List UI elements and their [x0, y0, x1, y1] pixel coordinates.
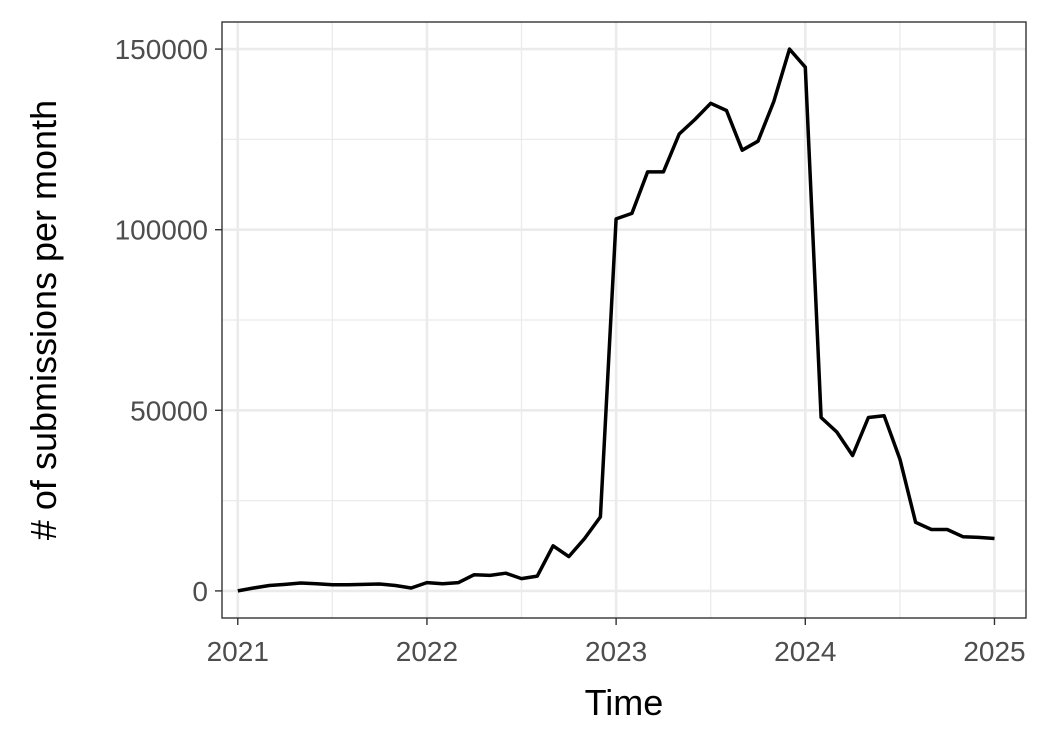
x-tick-label: 2024	[774, 636, 836, 667]
x-axis: 2021 2022 2023 2024 2025	[207, 618, 1026, 667]
series-line	[237, 47, 995, 593]
y-axis: 0 50000 100000 150000	[115, 34, 222, 607]
x-tick-label: 2025	[963, 636, 1025, 667]
panel-border	[221, 21, 1027, 619]
minor-gridlines-y	[222, 138, 1026, 502]
major-gridlines-x	[236, 22, 996, 618]
major-gridlines-y	[222, 47, 1026, 593]
x-tick-label: 2021	[207, 636, 269, 667]
y-tick-label: 150000	[115, 34, 208, 65]
y-tick-label: 100000	[115, 215, 208, 246]
y-axis-title: # of submissions per month	[23, 100, 64, 540]
x-tick-label: 2022	[396, 636, 458, 667]
x-tick-label: 2023	[585, 636, 647, 667]
x-axis-title: Time	[585, 682, 664, 723]
y-tick-label: 50000	[130, 395, 208, 426]
plot-area	[221, 21, 1027, 619]
y-tick-label: 0	[192, 576, 208, 607]
